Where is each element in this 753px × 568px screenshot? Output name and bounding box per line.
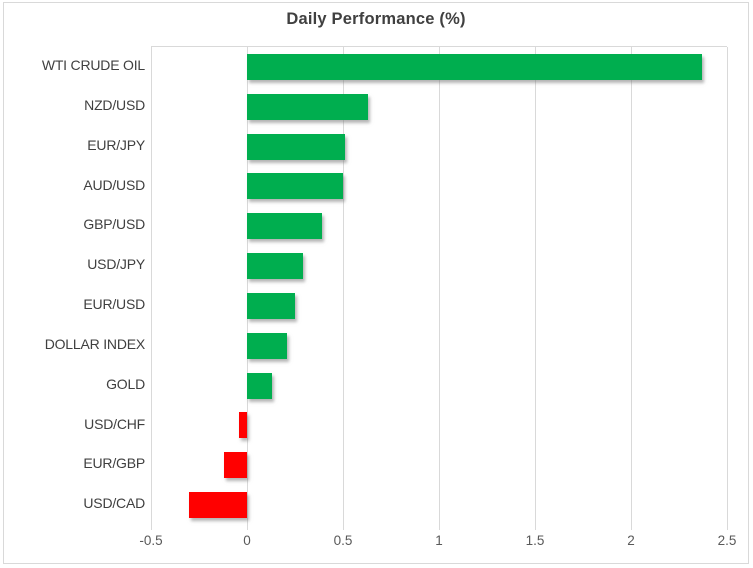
bar-nzd-usd <box>247 94 368 120</box>
category-label-eur-jpy: EUR/JPY <box>87 136 145 153</box>
gridline-2.5 <box>727 47 728 530</box>
category-label-wti-crude-oil: WTI CRUDE OIL <box>41 57 145 73</box>
category-label-nzd-usd: NZD/USD <box>84 96 145 113</box>
bar-usd-jpy <box>247 253 303 279</box>
category-label-dollar-index: DOLLAR INDEX <box>44 335 145 352</box>
bar-wti-crude-oil <box>247 54 702 80</box>
bar-gold <box>247 373 272 399</box>
gridline-1.5 <box>535 47 536 530</box>
bar-eur-gbp <box>224 452 247 478</box>
chart-title: Daily Performance (%) <box>286 10 466 28</box>
gridline-2 <box>631 47 632 530</box>
category-label-usd-chf: USD/CHF <box>84 415 145 432</box>
bar-usd-chf <box>239 412 247 438</box>
category-label-aud-usd: AUD/USD <box>83 176 145 193</box>
category-label-usd-cad: USD/CAD <box>83 495 145 512</box>
gridline-1 <box>439 47 440 530</box>
chart-frame: Daily Performance (%) WTI CRUDE OIL NZD/U… <box>3 2 749 564</box>
bar-gbp-usd <box>247 213 322 239</box>
category-label-gbp-usd: GBP/USD <box>83 216 145 233</box>
x-axis-tick-label: 1 <box>435 533 443 548</box>
bar-eur-jpy <box>247 134 345 160</box>
x-axis-tick-label: 0 <box>243 533 251 548</box>
plot-area <box>151 46 728 530</box>
gridlines <box>151 47 728 530</box>
gridline--0.5 <box>151 47 152 530</box>
x-axis: -0.5 0 0.5 1 1.5 2 2.5 <box>4 533 748 555</box>
x-axis-tick-label: 0.5 <box>333 533 353 548</box>
x-axis-tick-label: 1.5 <box>525 533 545 548</box>
gridline-0 <box>247 47 248 530</box>
bar-series <box>151 47 727 525</box>
category-label-eur-gbp: EUR/GBP <box>83 455 145 472</box>
x-axis-tick-label: -0.5 <box>139 533 163 548</box>
x-axis-tick-label: 2.5 <box>717 533 737 548</box>
gridline-0.5 <box>343 47 344 530</box>
bar-eur-usd <box>247 293 295 319</box>
category-label-usd-jpy: USD/JPY <box>87 256 145 273</box>
category-label-eur-usd: EUR/USD <box>83 296 145 312</box>
bar-usd-cad <box>189 492 247 518</box>
category-label-gold: GOLD <box>106 375 145 392</box>
bar-dollar-index <box>247 333 287 359</box>
x-axis-tick-label: 2 <box>627 533 635 548</box>
bar-aud-usd <box>247 173 343 199</box>
